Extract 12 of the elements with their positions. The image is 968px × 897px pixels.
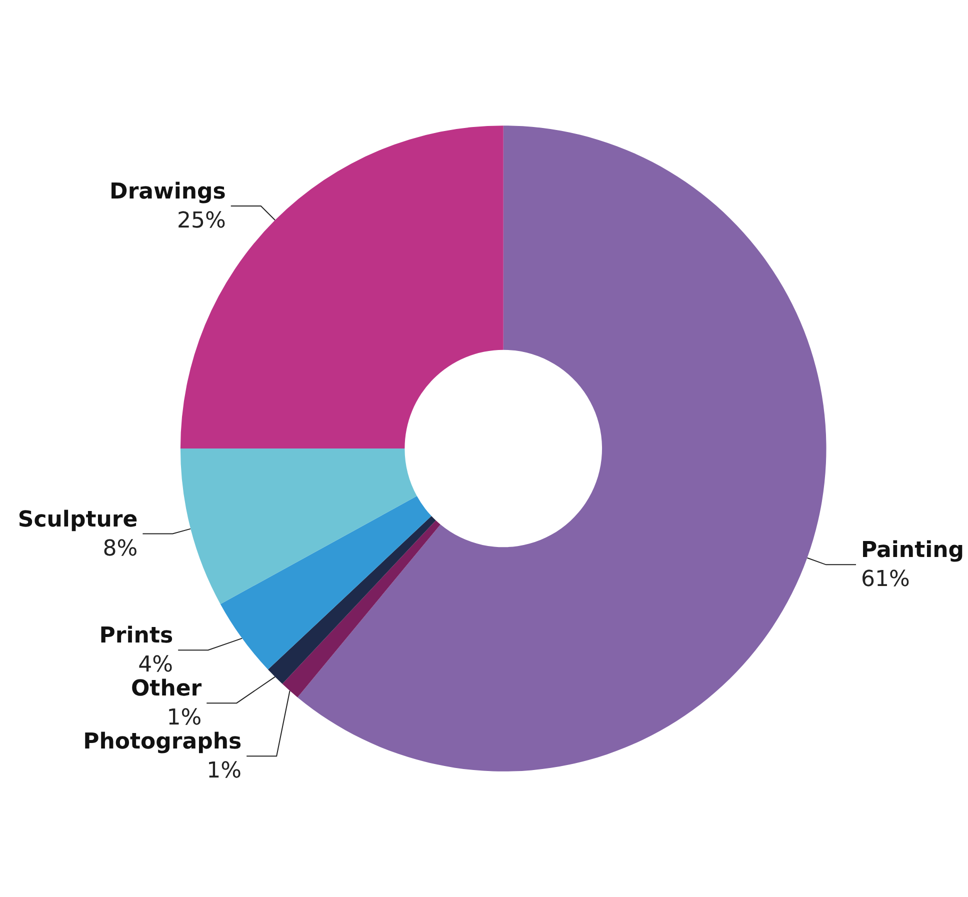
slice-label: Painting [861, 538, 964, 564]
data-label: 8% [102, 536, 138, 562]
data-label: 61% [861, 567, 910, 592]
data-label: 1% [166, 706, 202, 731]
slice-label: Other [130, 676, 202, 702]
data-label: 1% [206, 758, 242, 784]
slice-label: Photographs [83, 730, 242, 755]
slice-label: Sculpture [18, 507, 138, 532]
data-label: 25% [176, 208, 226, 234]
data-label: 4% [138, 652, 174, 678]
slice-label: Prints [99, 624, 174, 649]
slice-label: Drawings [110, 180, 226, 205]
